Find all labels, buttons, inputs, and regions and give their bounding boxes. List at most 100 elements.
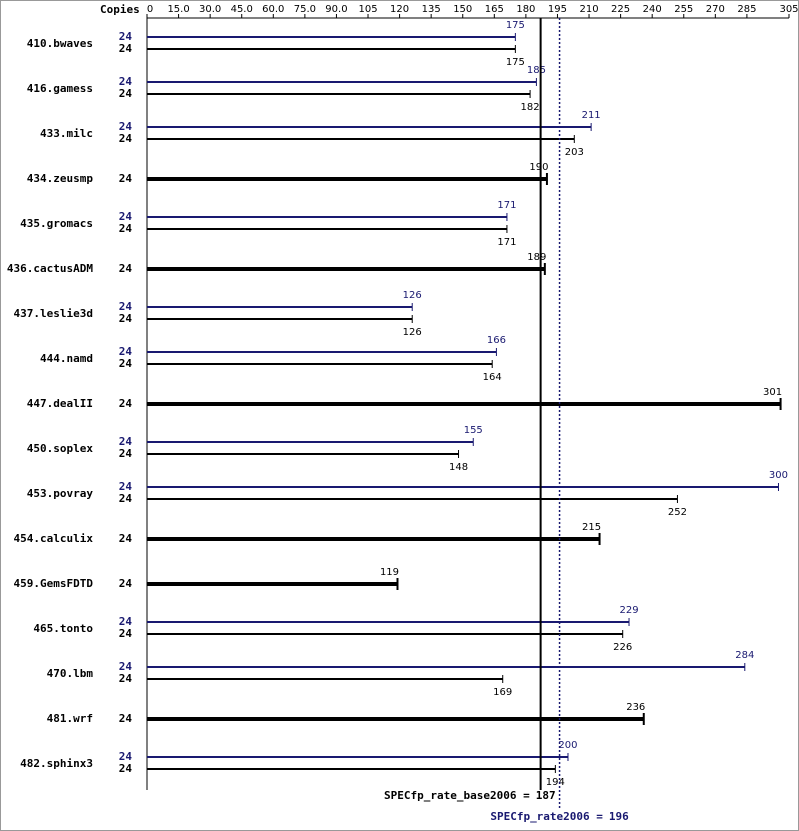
x-tick-label: 90.0	[325, 4, 347, 15]
reference-value: 196	[609, 810, 629, 823]
reference-value: 187	[536, 789, 556, 802]
base-value: 236	[626, 702, 645, 713]
base-value: 169	[493, 687, 512, 698]
copies-label: 24	[119, 300, 133, 313]
copies-label: 24	[119, 357, 133, 370]
x-tick-label: 270	[706, 4, 725, 15]
copies-label: 24	[119, 447, 133, 460]
benchmark-name: 454.calculix	[14, 532, 94, 545]
copies-label: 24	[119, 532, 133, 545]
base-value: 252	[668, 507, 687, 518]
base-value: 148	[449, 462, 468, 473]
peak-value: 284	[735, 650, 754, 661]
copies-label: 24	[119, 262, 133, 275]
copies-label: 24	[119, 210, 133, 223]
benchmark-name: 453.povray	[27, 487, 94, 500]
x-tick-label: 150	[453, 4, 472, 15]
peak-value: 211	[582, 110, 601, 121]
peak-value: 155	[464, 425, 483, 436]
benchmark-name: 459.GemsFDTD	[14, 577, 94, 590]
benchmark-name: 444.namd	[40, 352, 93, 365]
peak-value: 300	[769, 470, 788, 481]
copies-label: 24	[119, 312, 133, 325]
benchmark-name: 447.dealII	[27, 397, 93, 410]
reference-name: SPECfp_rate2006 =	[490, 810, 603, 823]
axis-label: Copies	[100, 3, 140, 16]
x-tick-label: 75.0	[294, 4, 316, 15]
base-value: 171	[497, 237, 516, 248]
copies-label: 24	[119, 345, 133, 358]
x-tick-label: 105	[358, 4, 377, 15]
base-value: 301	[763, 387, 782, 398]
peak-value: 126	[403, 290, 422, 301]
x-tick-label: 135	[422, 4, 441, 15]
copies-label: 24	[119, 762, 133, 775]
base-value: 226	[613, 642, 632, 653]
benchmark-name: 435.gromacs	[20, 217, 93, 230]
copies-label: 24	[119, 87, 133, 100]
copies-label: 24	[119, 132, 133, 145]
benchmark-name: 450.soplex	[27, 442, 94, 455]
base-value: 164	[483, 372, 502, 383]
benchmark-name: 436.cactusADM	[7, 262, 93, 275]
base-value: 175	[506, 57, 525, 68]
benchmark-name: 437.leslie3d	[14, 307, 93, 320]
reference-name: SPECfp_rate_base2006 =	[384, 789, 530, 802]
base-value: 215	[582, 522, 601, 533]
x-tick-label: 0	[147, 4, 153, 15]
x-tick-label: 195	[548, 4, 567, 15]
reference-label: SPECfp_rate_base2006 = 187	[384, 789, 556, 802]
base-value: 119	[380, 567, 399, 578]
copies-label: 24	[119, 120, 133, 133]
peak-value: 175	[506, 20, 525, 31]
copies-label: 24	[119, 172, 133, 185]
x-tick-label: 45.0	[231, 4, 253, 15]
peak-value: 185	[527, 65, 546, 76]
x-tick-label: 240	[643, 4, 662, 15]
benchmark-name: 470.lbm	[47, 667, 94, 680]
x-tick-label: 180	[516, 4, 535, 15]
x-tick-label: 225	[611, 4, 630, 15]
peak-value: 171	[497, 200, 516, 211]
x-tick-label: 120	[390, 4, 409, 15]
base-value: 182	[521, 102, 540, 113]
x-tick-label: 165	[485, 4, 504, 15]
base-value: 190	[529, 162, 548, 173]
copies-label: 24	[119, 222, 133, 235]
x-tick-label: 15.0	[167, 4, 189, 15]
benchmark-name: 482.sphinx3	[20, 757, 93, 770]
copies-label: 24	[119, 672, 133, 685]
benchmark-name: 465.tonto	[33, 622, 93, 635]
benchmark-name: 410.bwaves	[27, 37, 93, 50]
copies-label: 24	[119, 397, 133, 410]
benchmark-name: 433.milc	[40, 127, 93, 140]
peak-value: 200	[558, 740, 577, 751]
x-tick-label: 305	[779, 4, 798, 15]
peak-value: 229	[619, 605, 638, 616]
copies-label: 24	[119, 75, 133, 88]
x-tick-label: 285	[737, 4, 756, 15]
x-tick-label: 30.0	[199, 4, 221, 15]
peak-value: 166	[487, 335, 506, 346]
reference-label: SPECfp_rate2006 = 196	[490, 810, 629, 823]
x-tick-label: 60.0	[262, 4, 284, 15]
x-tick-label: 255	[674, 4, 693, 15]
copies-label: 24	[119, 660, 133, 673]
copies-label: 24	[119, 750, 133, 763]
benchmark-name: 416.gamess	[27, 82, 93, 95]
benchmark-name: 481.wrf	[47, 712, 93, 725]
copies-label: 24	[119, 615, 133, 628]
copies-label: 24	[119, 712, 133, 725]
copies-label: 24	[119, 42, 133, 55]
base-value: 126	[403, 327, 422, 338]
base-value: 189	[527, 252, 546, 263]
copies-label: 24	[119, 30, 133, 43]
copies-label: 24	[119, 577, 133, 590]
copies-label: 24	[119, 435, 133, 448]
copies-label: 24	[119, 627, 133, 640]
copies-label: 24	[119, 480, 133, 493]
copies-label: 24	[119, 492, 133, 505]
base-value: 203	[565, 147, 584, 158]
base-value: 194	[546, 777, 565, 788]
